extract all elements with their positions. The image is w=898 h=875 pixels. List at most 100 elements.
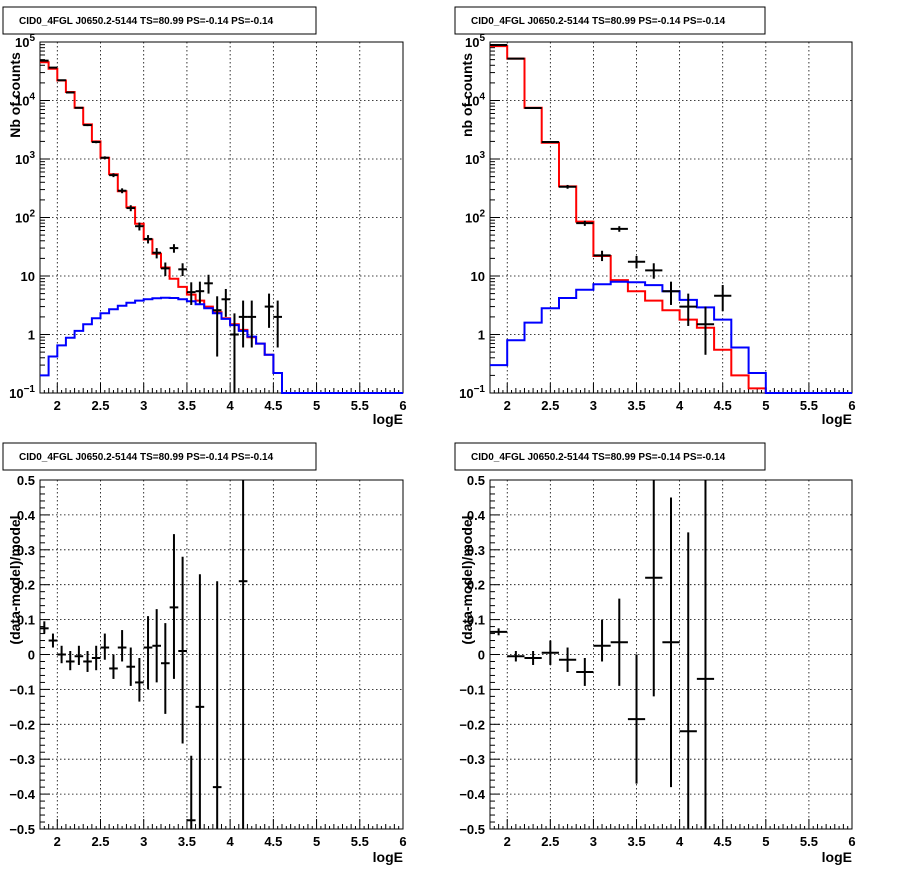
x-tick-label: 6 (848, 834, 855, 849)
y-axis-label: nb of counts (459, 53, 475, 137)
x-tick-label: 6 (848, 398, 855, 413)
data-point (238, 480, 248, 829)
chart-title-box (2, 442, 317, 471)
y-tick-label: −0.2 (459, 717, 485, 732)
data-point (212, 581, 222, 829)
y-tick-label: 0.5 (467, 473, 485, 488)
x-tick-label: 5.5 (351, 398, 369, 413)
data-point (645, 263, 663, 279)
x-tick-label: 5.5 (800, 834, 818, 849)
x-tick-label: 3 (590, 398, 597, 413)
y-tick-label: 105 (15, 33, 35, 50)
y-axis-label: (data-model)/model (7, 515, 23, 644)
data-point (627, 654, 646, 784)
data-point (662, 497, 680, 788)
data-point (230, 313, 239, 393)
data-point (83, 651, 92, 672)
x-tick-label: 3.5 (627, 834, 645, 849)
data-point (178, 556, 187, 744)
data-point (169, 534, 179, 679)
y-tick-label: −0.5 (459, 822, 485, 837)
x-tick-label: 2 (54, 398, 61, 413)
data-point (195, 281, 205, 304)
data-point (593, 619, 611, 662)
data-point (74, 106, 84, 109)
data-point (238, 300, 248, 348)
data-point (100, 633, 110, 660)
y-tick-label: 0.1 (467, 613, 485, 628)
data-point (48, 633, 58, 648)
data-point (679, 532, 697, 829)
data-point (558, 647, 577, 672)
x-tick-label: 3 (590, 834, 597, 849)
data-point (490, 43, 508, 46)
y-tick-label: 0.5 (17, 473, 35, 488)
y-tick-label: −0.5 (9, 822, 35, 837)
data-point (57, 79, 66, 82)
data-point (152, 248, 161, 259)
y-tick-label: 10−1 (9, 384, 35, 401)
x-tick-label: 2.5 (91, 398, 109, 413)
y-tick-label: 1 (478, 328, 485, 343)
x-tick-label: 3.5 (627, 398, 645, 413)
x-tick-label: 4 (227, 398, 235, 413)
data-point (152, 609, 161, 683)
data-point (696, 306, 715, 355)
y-tick-label: −0.4 (9, 787, 35, 802)
data-point (100, 156, 110, 160)
data-point (221, 288, 231, 317)
x-tick-label: 6 (399, 398, 406, 413)
data-point (273, 300, 282, 348)
y-tick-label: 104 (15, 92, 35, 109)
data-point (40, 59, 49, 62)
x-tick-label: 3.5 (178, 398, 196, 413)
y-tick-label: 102 (465, 209, 485, 226)
data-point (83, 124, 92, 127)
total-model-series-line (490, 45, 852, 394)
x-tick-label: 4 (227, 834, 235, 849)
chart-panel-top-left: CID0_4FGL J0650.2-5144 TS=80.99 PS=-0.14… (2, 6, 407, 427)
y-tick-label: 103 (15, 150, 35, 167)
data-point (541, 141, 559, 144)
y-tick-label: 10 (21, 269, 35, 284)
x-axis-label: logE (373, 411, 403, 427)
data-point (91, 645, 101, 671)
y-tick-label: 1 (28, 328, 35, 343)
y-tick-label: 0 (28, 648, 35, 663)
data-point (186, 282, 196, 305)
data-point (57, 645, 66, 664)
data-point (490, 628, 508, 636)
data-point (714, 285, 732, 312)
data-point (178, 263, 187, 276)
data-point (524, 651, 542, 665)
x-tick-label: 4.5 (264, 834, 282, 849)
y-tick-label: 10−1 (459, 384, 485, 401)
x-tick-label: 2 (504, 398, 511, 413)
y-tick-label: 0.1 (17, 613, 35, 628)
y-axis-label: Nb of counts (7, 52, 23, 138)
data-point (126, 205, 136, 212)
total-model-series-line (40, 61, 403, 394)
data-point (169, 244, 179, 253)
data-point (662, 281, 680, 305)
y-axis-label: (data-model)/model (459, 515, 475, 644)
data-point (126, 647, 136, 686)
chart-panel-bottom-left: CID0_4FGL J0650.2-5144 TS=80.99 PS=-0.14… (2, 442, 407, 865)
data-point (117, 188, 127, 194)
y-tick-label: −0.2 (9, 717, 35, 732)
data-point (645, 480, 663, 697)
x-tick-label: 5 (762, 834, 769, 849)
x-tick-label: 4 (676, 398, 684, 413)
x-axis-label: logE (822, 849, 852, 865)
data-point (135, 222, 144, 231)
y-tick-label: 0.2 (17, 578, 35, 593)
x-tick-label: 5.5 (351, 834, 369, 849)
data-point (212, 296, 222, 357)
y-tick-label: 104 (465, 92, 485, 109)
data-point (48, 66, 58, 69)
x-tick-label: 3 (140, 398, 147, 413)
data-point (135, 657, 144, 702)
y-tick-label: 105 (465, 33, 485, 50)
data-point (679, 293, 697, 326)
